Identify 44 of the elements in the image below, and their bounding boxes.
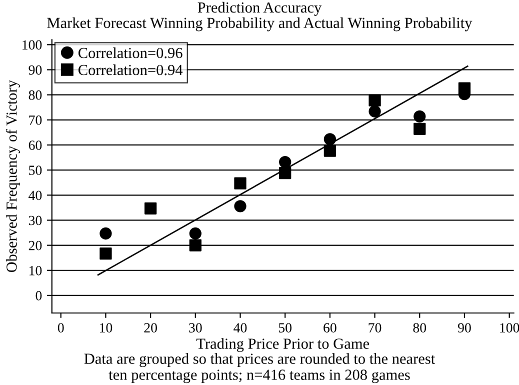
x-tick-label: 60	[324, 323, 336, 332]
y-tick-label: 0	[36, 291, 42, 300]
y-axis-title: Observed Frequency of Victory	[6, 80, 20, 272]
y-tick-label: 40	[28, 190, 42, 200]
x-tick-label: 90	[458, 323, 471, 332]
legend-label: Correlation=0.96	[78, 47, 182, 58]
point	[100, 247, 112, 260]
x-tick-label: 10	[100, 323, 112, 332]
point	[234, 200, 246, 212]
x-tick-label: 100	[500, 323, 519, 332]
y-tick-label: 90	[28, 65, 42, 75]
point	[234, 177, 246, 190]
y-tick-label: 20	[28, 240, 42, 250]
x-axis-title: Trading Price Prior to Game	[196, 338, 370, 352]
point	[324, 133, 336, 146]
y-tick-label: 60	[28, 140, 42, 150]
text: Data are grouped so that prices are rounded to the nearest ten percentage points; n=416 teams in 208 games	[84, 353, 436, 384]
point	[368, 105, 381, 118]
point	[279, 166, 292, 180]
y-tick-label: 70	[29, 115, 42, 125]
x-tick-label: 30	[189, 323, 202, 332]
point	[144, 202, 157, 215]
point	[189, 227, 202, 240]
x-tick-label: 40	[234, 323, 247, 332]
point	[414, 122, 426, 136]
y-tick-label: 100	[22, 40, 42, 50]
x-tick-label: 50	[278, 323, 292, 332]
x-tick-label: 80	[413, 323, 426, 332]
point	[414, 110, 426, 122]
legend-label: Correlation=0.94	[78, 64, 183, 76]
x-tick-label: 20	[144, 323, 157, 332]
point	[189, 239, 202, 252]
chart-title: Prediction Accuracy	[198, 2, 322, 16]
y-tick-label: 10	[30, 266, 42, 276]
y-tick-label: 50	[29, 166, 42, 176]
x-tick-label: 0	[58, 323, 64, 332]
point	[100, 227, 112, 240]
point	[324, 144, 336, 157]
y-tick-label: 30	[28, 216, 42, 226]
chart-subtitle: Market Forecast Winning Probability and Actual Winning Probability	[47, 17, 472, 32]
y-tick-label: 80	[28, 90, 42, 100]
x-tick-label: 70	[368, 323, 382, 332]
point	[279, 156, 292, 168]
point	[368, 94, 381, 106]
